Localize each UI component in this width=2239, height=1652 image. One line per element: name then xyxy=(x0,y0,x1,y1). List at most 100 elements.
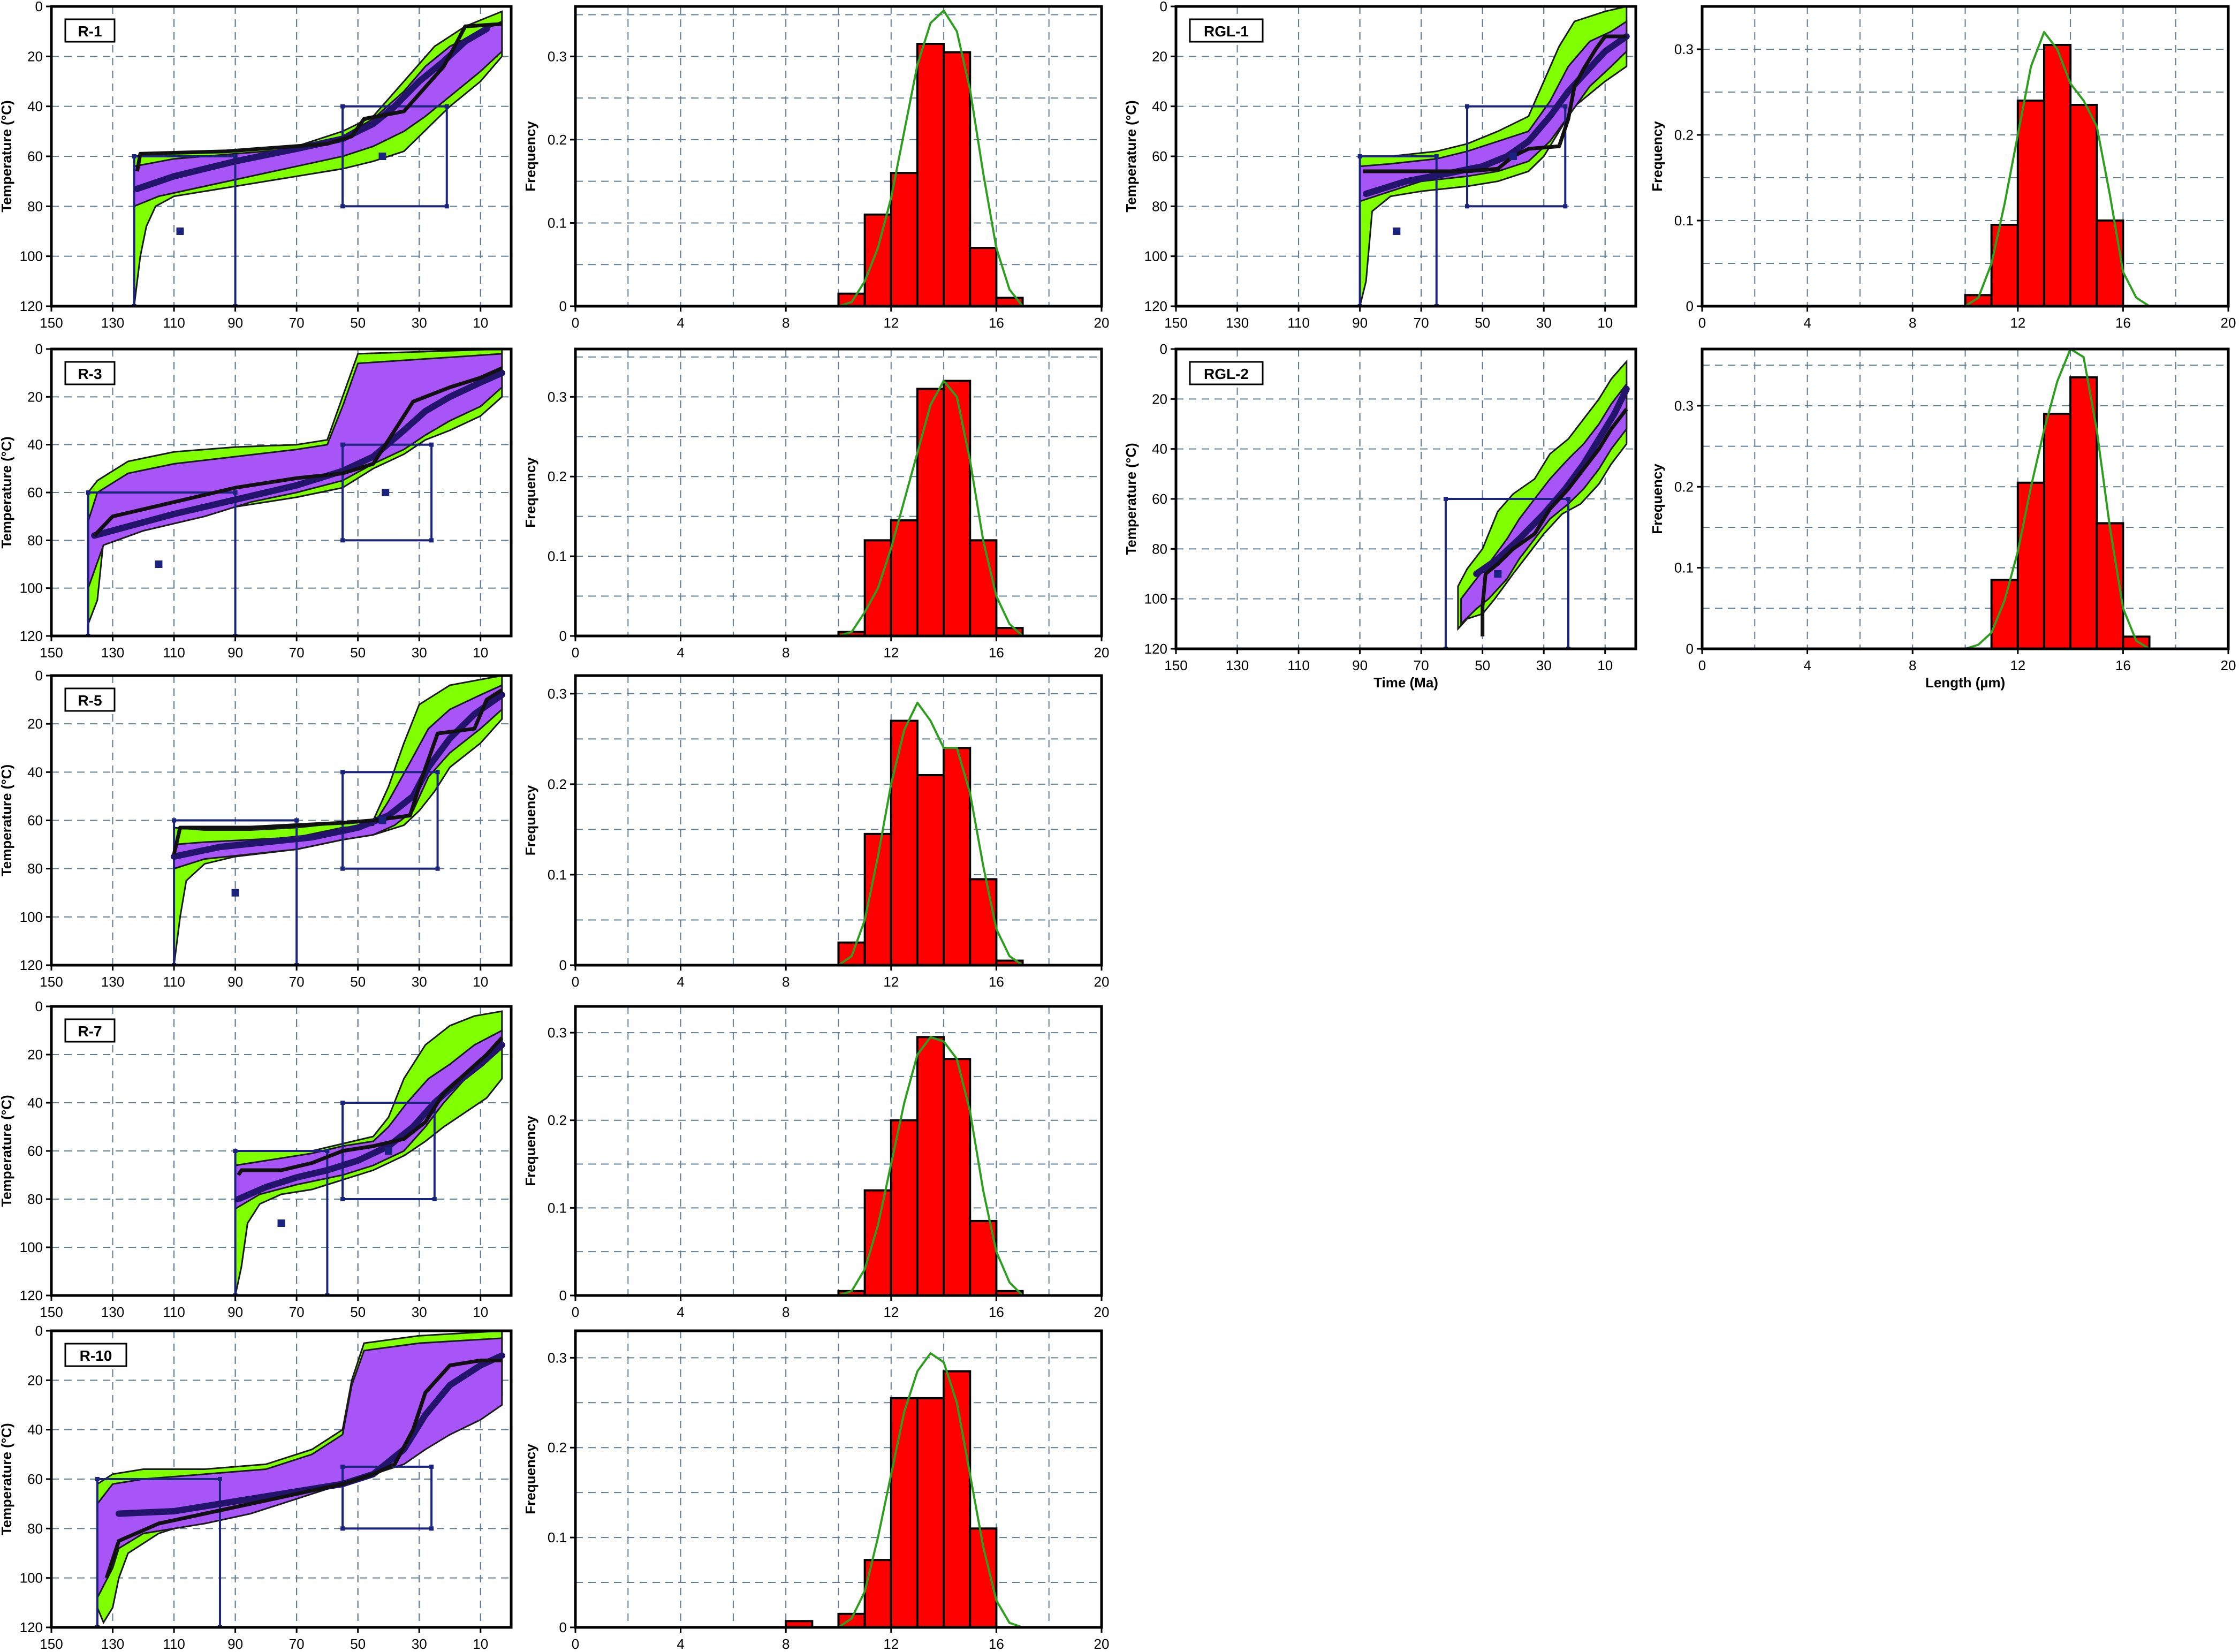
constraint-corner xyxy=(294,818,299,823)
y-tick-label: 60 xyxy=(1152,148,1167,164)
x-tick-label: 130 xyxy=(1226,315,1249,331)
x-tick-label: 110 xyxy=(163,315,185,331)
constraint-corner xyxy=(340,1197,345,1201)
y-tick-label: 0.3 xyxy=(548,1025,567,1041)
x-tick-label: 8 xyxy=(1909,657,1916,673)
y-tick-label: 20 xyxy=(27,716,43,732)
x-tick-label: 70 xyxy=(289,1636,305,1652)
x-tick-label: 30 xyxy=(1536,657,1552,673)
histogram-bar xyxy=(943,1370,972,1628)
x-tick-label: 50 xyxy=(1475,315,1490,331)
fitted-length-curve xyxy=(838,1036,1023,1297)
sample-label-box xyxy=(64,1343,127,1367)
y-tick-label: 0 xyxy=(559,957,567,973)
x-tick-label: 4 xyxy=(677,1636,684,1652)
x-tick-label: 110 xyxy=(163,645,185,661)
y-tick-label: 0.1 xyxy=(548,1529,567,1545)
thermal-path-panel: 150 130 110 90 70 50 30 10020406080100120Temper… xyxy=(0,0,513,331)
x-tick-label: 70 xyxy=(289,645,305,661)
x-tick-label: 12 xyxy=(883,1304,899,1320)
y-tick-label: 0.3 xyxy=(1674,41,1694,57)
y-axis-title: Temperature (°C) xyxy=(0,100,14,212)
x-tick-label: 16 xyxy=(2115,315,2131,331)
y-tick-label: 0 xyxy=(559,1619,567,1635)
sample-label-box xyxy=(64,361,116,385)
histogram-bar xyxy=(1990,224,2019,307)
y-tick-label: 0.3 xyxy=(548,389,567,405)
histogram-bar xyxy=(863,213,892,307)
thermal-path-panel: 150 130 110 90 70 50 30 10020406080100120Temper… xyxy=(0,1323,513,1652)
constraint-corner xyxy=(1563,204,1568,209)
x-tick-label: 0 xyxy=(572,315,579,331)
y-axis-title: Temperature (°C) xyxy=(0,764,14,876)
x-tick-label: 70 xyxy=(289,315,305,331)
x-tick-label: 130 xyxy=(1226,657,1249,673)
y-tick-label: 120 xyxy=(20,1619,43,1635)
x-tick-label: 16 xyxy=(989,315,1004,331)
y-tick-label: 60 xyxy=(1152,491,1167,507)
y-tick-label: 0 xyxy=(35,998,43,1014)
y-tick-label: 0.2 xyxy=(548,468,567,484)
thermal-path-panel: 150 130 110 90 70 50 30 10020406080100120Temper… xyxy=(1123,0,1637,331)
data-marker xyxy=(378,153,386,160)
histogram-bar xyxy=(890,1397,919,1629)
fitted-length-curve xyxy=(838,9,1024,307)
constraint-corner xyxy=(233,1149,238,1153)
path-envelopes xyxy=(1357,6,1630,306)
x-tick-label: 10 xyxy=(473,1636,488,1652)
y-tick-label: 120 xyxy=(1144,641,1167,657)
length-histogram-panel: 0 4 8 12 16 20 0 0.1 0.2 0.3 Frequency xyxy=(1649,5,2236,331)
sample-label-box xyxy=(64,1018,116,1043)
x-tick-label: 150 xyxy=(40,645,63,661)
y-tick-label: 0.2 xyxy=(1674,479,1694,495)
constraint-corner xyxy=(217,1477,222,1481)
histogram-bars xyxy=(837,43,1024,308)
y-tick-label: 120 xyxy=(1144,298,1167,314)
y-tick-label: 60 xyxy=(27,484,43,501)
x-tick-label: 20 xyxy=(2221,657,2236,673)
data-marker xyxy=(384,1147,392,1155)
x-tick-label: 110 xyxy=(1287,315,1309,331)
grid xyxy=(575,1006,1102,1295)
constraint-corner xyxy=(340,1464,345,1469)
constraint-corner xyxy=(1465,104,1470,109)
sample-R-5: 150 130 110 90 70 50 30 10020406080100120Temper… xyxy=(0,668,1109,990)
length-histogram-panel: 0 4 8 12 16 20 0 0.1 0.2 0.3 Frequency Length (µm) xyxy=(1649,347,2236,691)
y-tick-label: 0 xyxy=(559,298,567,314)
constraint-box xyxy=(1444,498,1570,649)
sample-R-3: 150 130 110 90 70 50 30 10020406080100120Temper… xyxy=(0,341,1109,661)
y-tick-label: 80 xyxy=(27,1520,43,1536)
y-tick-label: 120 xyxy=(20,1287,43,1304)
constraint-corner xyxy=(1563,104,1568,109)
constraint-corner xyxy=(444,104,449,109)
histogram-bar xyxy=(2096,219,2124,307)
constraint-corner xyxy=(132,154,136,158)
data-marker xyxy=(1509,153,1517,160)
y-tick-label: 0.1 xyxy=(548,867,567,883)
y-tick-label: 20 xyxy=(1152,391,1167,407)
fitted-length-curve xyxy=(838,701,1023,966)
y-tick-label: 120 xyxy=(20,957,43,973)
axis-ticks xyxy=(570,693,1103,971)
constraint-corner xyxy=(340,770,345,775)
histogram-bar xyxy=(943,51,972,308)
y-axis-title: Temperature (°C) xyxy=(0,436,14,548)
length-histogram-panel: 0 4 8 12 16 20 0 0.1 0.2 0.3 Frequency xyxy=(522,1329,1109,1652)
axis-ticks xyxy=(1697,405,2229,654)
data-marker xyxy=(155,560,163,568)
x-tick-label: 4 xyxy=(677,974,684,990)
axis-ticks xyxy=(46,1005,482,1301)
histogram-bar xyxy=(2069,104,2098,307)
axis-ticks xyxy=(1697,48,2229,312)
fitted-length-curve xyxy=(1964,348,2150,650)
y-tick-label: 120 xyxy=(20,298,43,314)
histogram-bar xyxy=(916,774,945,966)
y-tick-label: 0.2 xyxy=(1674,127,1694,143)
plot-frame xyxy=(574,1005,1103,1297)
x-tick-label: 130 xyxy=(101,645,124,661)
constraint-box xyxy=(341,771,439,870)
y-tick-label: 0.2 xyxy=(548,132,567,148)
y-axis-title: Temperature (°C) xyxy=(0,1423,14,1535)
y-tick-label: 0.3 xyxy=(548,1350,567,1366)
histogram-bar xyxy=(863,1189,892,1297)
